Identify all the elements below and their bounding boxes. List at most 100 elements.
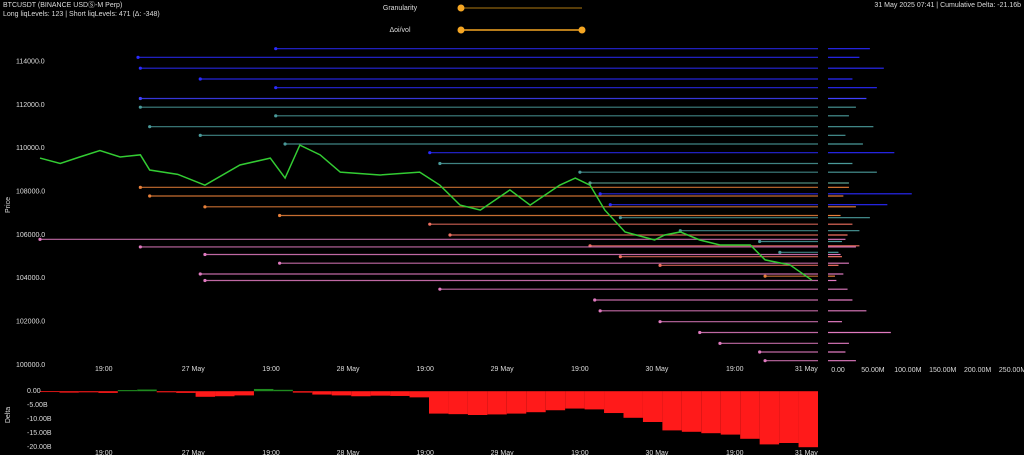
liq-level-start	[658, 263, 662, 267]
delta-bar	[292, 391, 313, 393]
granularity-label: Granularity	[383, 5, 418, 12]
delta-bar	[701, 391, 721, 434]
status: 31 May 2025 07:41 | Cumulative Delta: -2…	[874, 2, 1021, 9]
now-separator	[818, 40, 826, 385]
y-tick-label: 100000.0	[16, 362, 45, 369]
oi-vol-knob-high[interactable]	[578, 26, 586, 34]
delta-bar	[370, 391, 391, 396]
liq-level-start	[448, 233, 452, 237]
liq-level-start	[278, 261, 282, 265]
delta-bar	[642, 391, 663, 422]
delta-x-tick-label: 19:00	[416, 450, 434, 455]
x-tick-label: 27 May	[182, 366, 205, 373]
liq-level-start	[203, 205, 207, 209]
liq-level-start	[588, 181, 592, 185]
liq-level-start	[758, 350, 762, 354]
delta-bar	[681, 391, 702, 432]
delta-x-tick-label: 31 May	[795, 450, 818, 455]
delta-tick-label: -5.00B	[27, 402, 48, 409]
liquidity-tick-label: 50.00M	[861, 367, 885, 374]
liq-level-start	[698, 330, 702, 335]
liq-level-start	[618, 255, 622, 259]
delta-bar	[156, 391, 177, 393]
delta-bar	[351, 391, 371, 397]
delta-bar	[98, 391, 118, 393]
delta-bar	[253, 388, 274, 392]
delta-bar	[312, 391, 332, 395]
x-tick-label: 31 May	[795, 366, 818, 373]
liq-level-start	[138, 245, 142, 249]
delta-x-tick-label: 30 May	[645, 450, 668, 455]
liq-level-start	[618, 216, 622, 220]
liq-level-start	[274, 47, 278, 51]
liq-level-start	[593, 298, 597, 302]
oi-vol-label: Δoi/vol	[389, 27, 410, 34]
liq-level-start	[138, 185, 142, 189]
liq-level-start	[38, 237, 42, 241]
x-tick-label: 19:00	[95, 366, 113, 373]
delta-bar	[59, 391, 79, 393]
liq-level-start	[278, 213, 282, 218]
delta-bar	[429, 391, 449, 414]
liq-level-start	[658, 320, 662, 324]
delta-bar	[117, 390, 138, 392]
delta-bar	[506, 391, 527, 414]
delta-bar	[526, 391, 546, 413]
y-tick-label: 104000.0	[16, 275, 45, 282]
liq-level-start	[198, 133, 202, 137]
liq-level-start	[718, 341, 722, 345]
liq-level-start	[778, 250, 782, 254]
delta-bar	[215, 391, 235, 397]
liq-level-start	[283, 142, 287, 146]
delta-bar	[487, 391, 507, 415]
liq-level-start	[598, 192, 602, 196]
delta-axis-title: Delta	[5, 407, 12, 423]
delta-x-tick-label: 27 May	[182, 450, 205, 455]
delta-x-tick-label: 19:00	[571, 450, 589, 455]
delta-tick-label: -10.00B	[27, 416, 52, 423]
x-tick-label: 19:00	[571, 366, 589, 373]
price-line	[39, 144, 813, 281]
delta-bar	[720, 391, 741, 435]
y-tick-label: 102000.0	[16, 319, 45, 326]
delta-bar	[604, 391, 624, 414]
delta-bar	[273, 389, 293, 392]
liq-level-start	[274, 86, 278, 90]
delta-bar	[234, 391, 254, 396]
x-tick-label: 29 May	[491, 366, 514, 373]
delta-bar	[176, 391, 196, 393]
liq-level-start	[138, 96, 142, 101]
delta-x-tick-label: 19:00	[726, 450, 744, 455]
delta-bar	[759, 391, 780, 445]
delta-bar	[584, 391, 605, 410]
liq-level-start	[148, 194, 152, 198]
x-tick-label: 30 May	[645, 366, 668, 373]
liq-level-start	[148, 125, 152, 129]
liq-level-start	[428, 222, 432, 226]
liquidity-tick-label: 200.00M	[964, 367, 991, 374]
granularity-knob[interactable]	[457, 4, 465, 12]
delta-bar	[331, 391, 352, 396]
liquidity-tick-label: 150.00M	[929, 367, 956, 374]
level-count: Long liqLevels: 123 | Short liqLevels: 4…	[3, 11, 160, 18]
liq-level-start	[608, 203, 612, 207]
symbol: BTCUSDT (BINANCE USDⓈ-M Perp)	[3, 1, 122, 9]
delta-bar	[40, 391, 60, 393]
delta-x-tick-label: 19:00	[95, 450, 113, 455]
x-tick-label: 19:00	[416, 366, 434, 373]
y-tick-label: 112000.0	[16, 102, 45, 109]
delta-tick-label: 0.00	[27, 388, 41, 395]
liq-level-start	[138, 66, 142, 70]
delta-bar	[740, 391, 760, 439]
liq-level-start	[203, 252, 207, 257]
liq-level-start	[763, 359, 767, 363]
delta-x-tick-label: 28 May	[337, 450, 360, 455]
liq-level-start	[198, 77, 202, 81]
delta-bar	[662, 391, 682, 431]
delta-bar	[448, 391, 468, 415]
y-tick-label: 114000.0	[16, 59, 45, 66]
y-tick-label: 108000.0	[16, 189, 45, 196]
x-tick-label: 19:00	[262, 366, 280, 373]
oi-vol-knob-low[interactable]	[457, 26, 465, 34]
liq-level-start	[763, 274, 767, 278]
